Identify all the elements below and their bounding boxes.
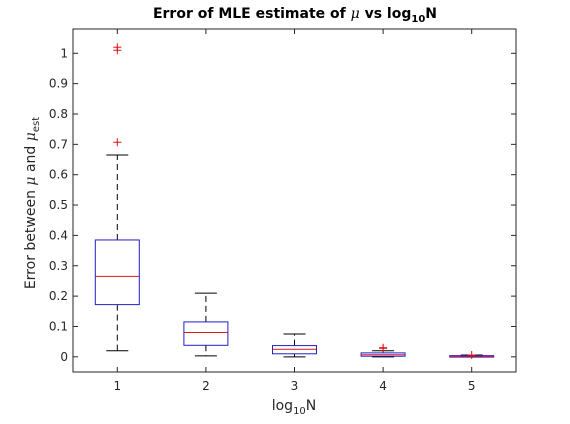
- box-iqr: [94, 239, 140, 306]
- y-tick-label: 0.3: [49, 259, 68, 273]
- x-tick-label: 2: [202, 379, 210, 393]
- box-group-2: [183, 292, 229, 357]
- outlier-marker: [113, 138, 122, 147]
- box-group-1: [94, 43, 140, 352]
- chart-title-sub: 10: [411, 14, 425, 25]
- x-axis-label: log10N: [272, 398, 317, 417]
- chart-title-end: N: [425, 6, 437, 22]
- box-group-4: [360, 343, 406, 358]
- box-group-5: [449, 351, 495, 360]
- x-tick-label: 1: [113, 379, 121, 393]
- outlier-marker: [113, 46, 122, 55]
- y-axis-label-mu2: μ: [23, 132, 39, 141]
- chart-title-main: Error of MLE estimate of: [153, 6, 351, 22]
- x-axis-label-main: log: [272, 398, 293, 414]
- x-tick-label: 3: [291, 379, 299, 393]
- chart-title-mid: vs log: [360, 6, 412, 22]
- y-axis-label: Error between μ and μest: [23, 117, 42, 289]
- y-tick-label: 0.2: [49, 289, 68, 303]
- y-tick-label: 0: [60, 350, 68, 364]
- axes: 0 0.1 0.2 0.3 0.4 0.5 0.6 0.7 0.8 0.9 1 1 2 3 4 5: [49, 28, 517, 393]
- y-tick-label: 0.9: [49, 77, 68, 91]
- x-tick-label: 5: [468, 379, 476, 393]
- outlier-marker: [467, 351, 476, 360]
- y-tick-label: 0.5: [49, 198, 68, 212]
- x-axis-label-sub: 10: [293, 406, 306, 417]
- plot-area: [94, 43, 495, 360]
- y-tick-label: 0.6: [49, 168, 68, 182]
- y-tick-label: 0.1: [49, 319, 68, 333]
- y-axis-label-sub: est: [31, 117, 42, 132]
- chart-title: Error of MLE estimate of μ vs log10N: [153, 6, 437, 25]
- y-tick-label: 1: [60, 46, 68, 60]
- chart-title-mu: μ: [351, 6, 360, 22]
- x-tick-label: 4: [379, 379, 387, 393]
- outlier-marker: [379, 344, 388, 353]
- y-tick-label: 0.8: [49, 107, 68, 121]
- y-axis-label-mu: μ: [23, 176, 39, 185]
- box-iqr: [183, 321, 229, 346]
- box-group-3: [272, 333, 317, 358]
- y-axis-label-main: Error between: [23, 186, 39, 290]
- x-axis-label-end: N: [306, 398, 316, 414]
- y-tick-label: 0.7: [49, 137, 68, 151]
- y-tick-label: 0.4: [49, 228, 68, 242]
- y-axis-label-mid: and: [23, 141, 39, 176]
